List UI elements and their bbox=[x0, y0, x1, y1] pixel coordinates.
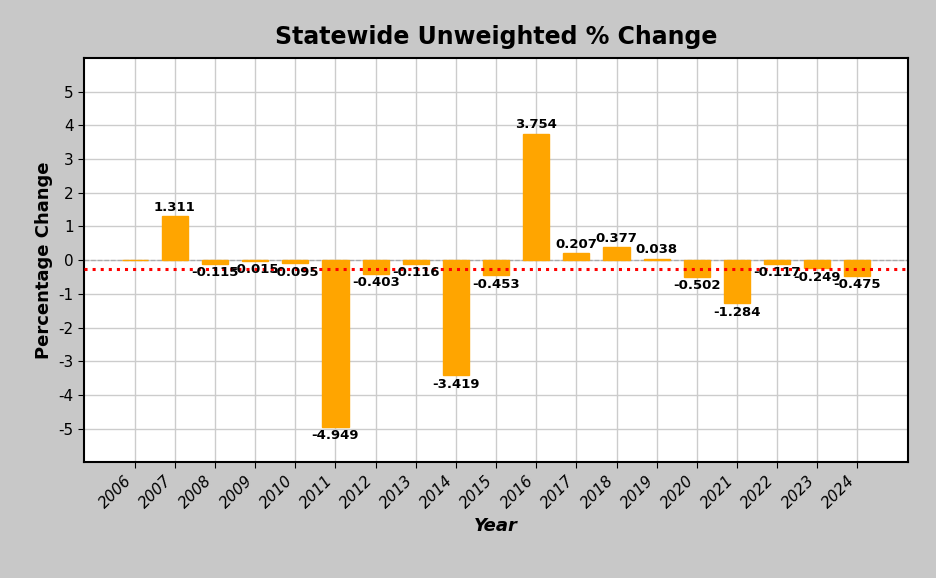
Text: -0.015: -0.015 bbox=[231, 263, 279, 276]
Text: -0.249: -0.249 bbox=[794, 271, 841, 284]
Text: 0.038: 0.038 bbox=[636, 243, 678, 257]
Bar bbox=[483, 260, 509, 275]
Text: -4.949: -4.949 bbox=[312, 429, 359, 442]
Bar bbox=[804, 260, 830, 269]
Y-axis label: Percentage Change: Percentage Change bbox=[35, 161, 53, 359]
Bar bbox=[362, 260, 388, 274]
Bar bbox=[844, 260, 870, 276]
Bar bbox=[402, 260, 429, 264]
Bar bbox=[764, 260, 790, 264]
Bar bbox=[724, 260, 750, 303]
Text: -0.502: -0.502 bbox=[673, 279, 721, 292]
Bar bbox=[563, 253, 590, 260]
Text: -0.117: -0.117 bbox=[753, 266, 801, 279]
Bar bbox=[684, 260, 709, 277]
Text: 1.311: 1.311 bbox=[154, 201, 196, 213]
Bar bbox=[644, 259, 670, 260]
Text: -3.419: -3.419 bbox=[432, 378, 479, 391]
Bar bbox=[443, 260, 469, 375]
Text: 3.754: 3.754 bbox=[516, 118, 557, 131]
Bar bbox=[604, 247, 630, 260]
Bar bbox=[202, 260, 228, 264]
Title: Statewide Unweighted % Change: Statewide Unweighted % Change bbox=[275, 25, 717, 49]
Text: 0.377: 0.377 bbox=[595, 232, 637, 245]
Text: -0.115: -0.115 bbox=[191, 266, 239, 279]
Text: -0.116: -0.116 bbox=[392, 266, 440, 279]
Text: -0.403: -0.403 bbox=[352, 276, 400, 289]
Text: -0.453: -0.453 bbox=[473, 278, 519, 291]
Text: -0.095: -0.095 bbox=[271, 266, 319, 279]
Bar bbox=[322, 260, 348, 427]
Text: -1.284: -1.284 bbox=[713, 306, 761, 318]
Text: 0.207: 0.207 bbox=[555, 238, 597, 251]
Bar bbox=[283, 260, 308, 264]
Bar bbox=[523, 134, 549, 260]
X-axis label: Year: Year bbox=[475, 517, 518, 535]
Bar bbox=[162, 216, 188, 260]
Text: -0.475: -0.475 bbox=[834, 279, 881, 291]
